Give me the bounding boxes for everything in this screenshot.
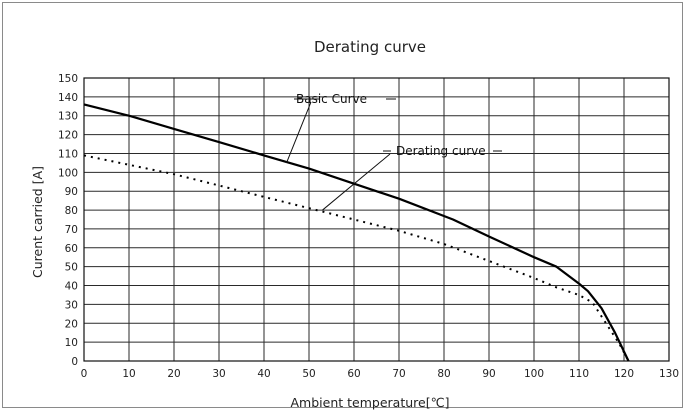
y-tick-label: 10	[65, 337, 78, 349]
y-tick-label: 50	[65, 262, 78, 274]
chart-frame	[2, 2, 683, 408]
y-tick-label: 0	[71, 356, 78, 368]
basic-curve-line	[83, 103, 630, 362]
x-tick-label: 30	[212, 368, 225, 380]
x-tick-label: 50	[302, 368, 315, 380]
annotation-label: Basic Curve	[296, 92, 367, 106]
y-tick-label: 100	[58, 167, 78, 179]
y-tick-label: 140	[58, 92, 78, 104]
y-tick-label: 70	[65, 224, 78, 236]
grid	[83, 77, 670, 362]
x-tick-label: 40	[257, 368, 270, 380]
x-tick-label: 60	[347, 368, 360, 380]
annotation-leader	[322, 153, 391, 211]
x-tick-label: 100	[524, 368, 544, 380]
x-tick-label: 20	[167, 368, 180, 380]
y-tick-label: 110	[58, 148, 78, 160]
x-tick-label: 130	[659, 368, 679, 380]
series-group	[83, 103, 630, 362]
annotations: Basic Curve Derating curve	[286, 92, 502, 211]
x-tick-label: 120	[614, 368, 634, 380]
plot-border	[83, 77, 670, 362]
x-tick-label: 0	[81, 368, 88, 380]
annotation-leader	[286, 101, 312, 164]
x-axis-label: Ambient temperature[℃]	[291, 395, 450, 410]
y-tick-label: 30	[65, 299, 78, 311]
chart-title: Derating curve	[314, 38, 426, 56]
y-tick-label: 80	[65, 205, 78, 217]
x-tick-label: 90	[482, 368, 495, 380]
annotation-label: Derating curve	[396, 144, 486, 158]
y-axis-label: Curent carried [A]	[30, 166, 45, 278]
y-tick-label: 90	[65, 186, 78, 198]
y-tick-label: 130	[58, 111, 78, 123]
y-tick-label: 150	[58, 73, 78, 85]
tick-labels: 0 10 20 30 40 50 60 70 80 90 100 110 120 130 0 10 20 30 40…	[58, 73, 679, 380]
x-tick-label: 10	[122, 368, 135, 380]
y-tick-label: 40	[65, 281, 78, 293]
y-tick-label: 20	[65, 318, 78, 330]
y-tick-label: 60	[65, 243, 78, 255]
y-tick-label: 120	[58, 130, 78, 142]
x-tick-label: 110	[569, 368, 589, 380]
x-tick-label: 70	[392, 368, 405, 380]
x-tick-label: 80	[437, 368, 450, 380]
derating-curve-line	[83, 154, 630, 362]
